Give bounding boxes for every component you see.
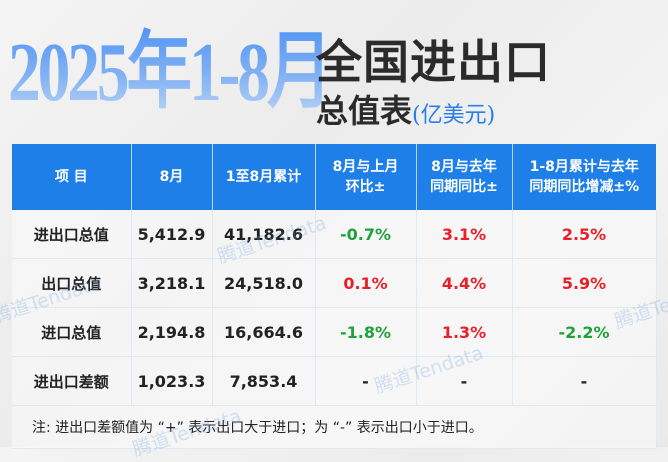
row-item: 进口总值 <box>12 307 132 357</box>
row-mom: 0.1% <box>315 258 417 308</box>
row-aug: 1,023.3 <box>131 356 213 406</box>
row-yoy: - <box>416 356 513 406</box>
row-yoy: 3.1% <box>416 210 513 259</box>
header-cum-yoy: 1-8月累计与去年 同期同比增减±% <box>512 144 656 210</box>
row-cum-yoy: -2.2% <box>512 307 657 357</box>
row-yoy: 1.3% <box>416 307 513 357</box>
header-item: 项 目 <box>12 144 132 210</box>
table-row: 进出口总值 5,412.9 41,182.6 -0.7% 3.1% 2.5% <box>12 210 657 259</box>
row-aug: 2,194.8 <box>131 307 213 357</box>
title-line2-text: 总值表 <box>316 92 413 130</box>
row-aug: 3,218.1 <box>131 258 213 308</box>
table-note: 注: 进出口差额值为 “+” 表示出口大于进口；为 “-” 表示出口小于进口。 <box>12 405 657 449</box>
row-mom: -0.7% <box>315 210 417 259</box>
row-mom: - <box>315 356 417 406</box>
row-yoy: 4.4% <box>416 258 513 308</box>
table-row: 进口总值 2,194.8 16,664.6 -1.8% 1.3% -2.2% <box>12 307 657 357</box>
title-unit: (亿美元) <box>412 103 496 128</box>
row-mom: -1.8% <box>315 307 417 357</box>
row-cum-yoy: - <box>512 356 657 406</box>
row-cum: 24,518.0 <box>212 258 316 308</box>
row-cum: 7,853.4 <box>212 356 316 406</box>
header-yoy: 8月与去年 同期同比± <box>416 144 513 210</box>
row-cum-yoy: 5.9% <box>512 258 657 308</box>
title-line2: 总值表(亿美元) <box>316 86 495 132</box>
table-row: 进出口差额 1,023.3 7,853.4 - - - <box>12 356 657 406</box>
note-row: 注: 进出口差额值为 “+” 表示出口大于进口；为 “-” 表示出口小于进口。 <box>12 405 657 449</box>
row-item: 出口总值 <box>12 258 132 308</box>
title-period: 2025年1-8月 <box>8 18 332 128</box>
table-row: 出口总值 3,218.1 24,518.0 0.1% 4.4% 5.9% <box>12 258 657 308</box>
row-cum-yoy: 2.5% <box>512 210 657 259</box>
title-line1: 全国进出口 <box>316 35 551 89</box>
row-cum: 41,182.6 <box>212 210 316 259</box>
row-item: 进出口差额 <box>12 356 132 406</box>
header-cum: 1至8月累计 <box>212 144 316 210</box>
trade-table: 项 目 8月 1至8月累计 8月与上月 环比± 8月与去年 同期同比± 1-8月累计… <box>12 144 657 449</box>
row-aug: 5,412.9 <box>131 210 213 259</box>
row-cum: 16,664.6 <box>212 307 316 357</box>
header-mom: 8月与上月 环比± <box>315 144 417 210</box>
row-item: 进出口总值 <box>12 210 132 259</box>
header-aug: 8月 <box>131 144 213 210</box>
